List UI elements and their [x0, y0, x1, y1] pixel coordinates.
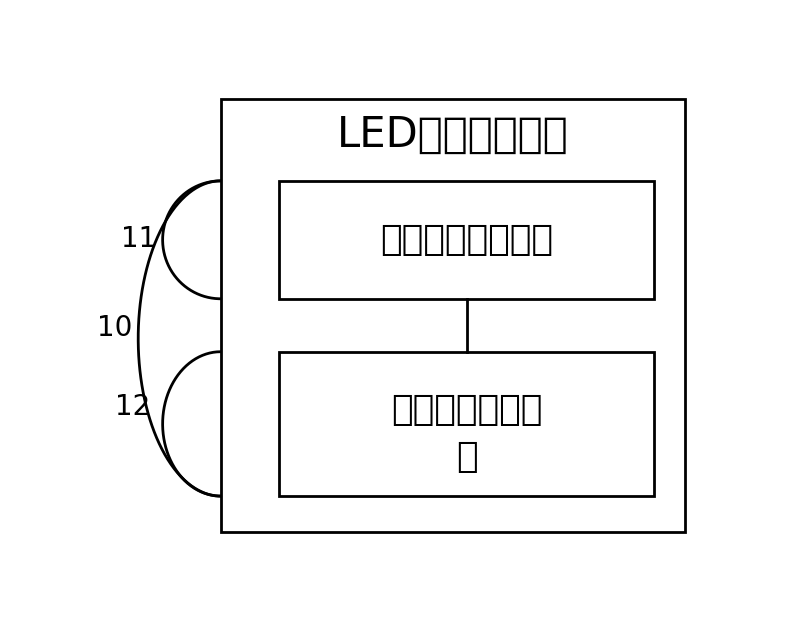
Bar	[279, 181, 654, 299]
Text: 12: 12	[115, 393, 151, 421]
Bar	[221, 99, 685, 532]
Bar	[279, 352, 654, 496]
Text: 11: 11	[121, 224, 157, 253]
Text: LED光强模拟模块: LED光强模拟模块	[336, 114, 569, 156]
Text: 光强关系确定单: 光强关系确定单	[391, 393, 542, 428]
Text: 元: 元	[456, 439, 478, 474]
Text: 10: 10	[97, 314, 132, 342]
Text: 模拟平面建立单元: 模拟平面建立单元	[381, 223, 553, 257]
